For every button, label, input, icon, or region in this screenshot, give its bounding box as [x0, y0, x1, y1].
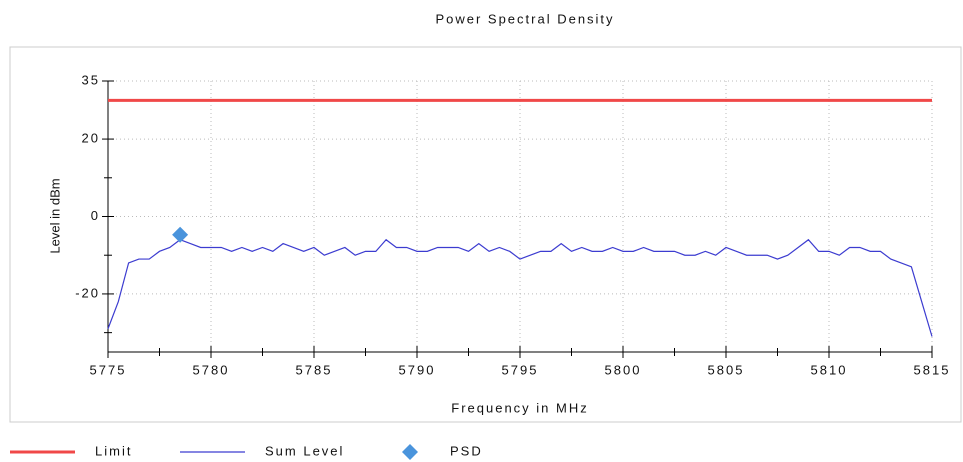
legend-label: Sum Level — [265, 443, 344, 458]
x-tick-label: 5775 — [90, 362, 127, 377]
series-line — [107, 238, 933, 337]
x-tick-label: 5805 — [708, 362, 745, 377]
legend-swatch — [402, 444, 418, 460]
legend-label: PSD — [450, 443, 483, 458]
x-tick-label: 5800 — [605, 362, 642, 377]
x-tick-label: 5790 — [399, 362, 436, 377]
x-tick-label: 5780 — [193, 362, 230, 377]
x-tick-label: 5815 — [914, 362, 951, 377]
y-axis-label: Level in dBm — [47, 178, 62, 253]
x-tick-label: 5810 — [811, 362, 848, 377]
chart-frame — [9, 46, 962, 423]
y-tick-label: 0 — [91, 208, 100, 223]
x-axis-label: Frequency in MHz — [451, 400, 588, 415]
x-tick-label: 5795 — [502, 362, 539, 377]
y-tick-label: -20 — [75, 285, 100, 300]
y-tick-label: 35 — [82, 72, 100, 87]
y-tick-label: 20 — [82, 131, 100, 146]
chart-title: Power Spectral Density — [435, 11, 614, 26]
psd-marker — [172, 226, 189, 243]
x-tick-label: 5785 — [296, 362, 333, 377]
legend-label: Limit — [95, 443, 132, 458]
